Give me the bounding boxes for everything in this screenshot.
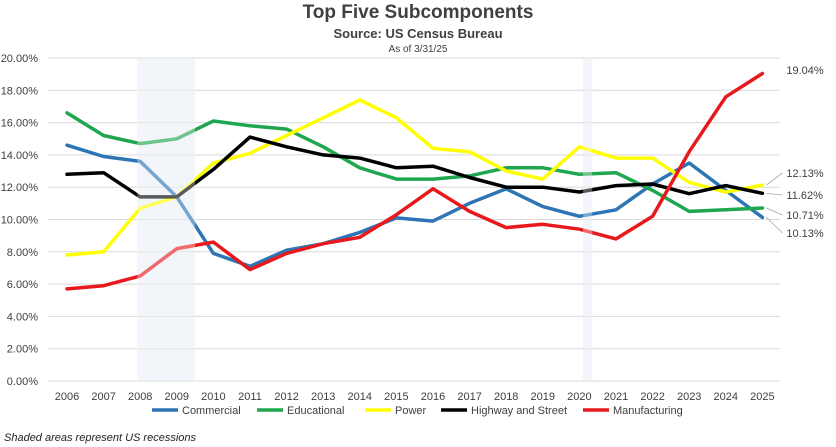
y-tick-label: 0.00% (7, 376, 38, 388)
legend-label: Power (395, 405, 427, 417)
y-tick-label: 18.00% (1, 85, 39, 97)
legend-label: Educational (287, 405, 345, 417)
x-tick-label: 2011 (238, 391, 262, 403)
x-tick-label: 2022 (640, 391, 664, 403)
y-tick-label: 14.00% (1, 150, 39, 162)
y-tick-label: 20.00% (1, 53, 39, 65)
end-label-leader (766, 192, 783, 196)
end-label: 10.13% (786, 228, 824, 240)
series-line-highway-and-street (65, 135, 765, 199)
y-tick-label: 4.00% (7, 311, 38, 323)
x-tick-label: 2014 (348, 391, 372, 403)
legend-label: Manufacturing (613, 405, 683, 417)
x-tick-label: 2008 (128, 391, 152, 403)
y-tick-label: 16.00% (1, 118, 39, 130)
end-label: 10.71% (786, 210, 824, 222)
x-tick-label: 2016 (421, 391, 445, 403)
y-tick-label: 8.00% (7, 247, 38, 259)
recession-overlay-0 (137, 58, 196, 381)
x-tick-label: 2019 (531, 391, 555, 403)
x-tick-label: 2020 (567, 391, 591, 403)
x-tick-label: 2025 (750, 391, 774, 403)
x-tick-label: 2013 (311, 391, 335, 403)
y-tick-label: 6.00% (7, 279, 38, 291)
y-tick-label: 12.00% (1, 182, 39, 194)
x-tick-label: 2015 (384, 391, 408, 403)
line-chart: 0.00% 2.00% 4.00% 6.00% 8.00% 10.00% 12.00% 14.… (1, 53, 824, 417)
x-tick-label: 2021 (604, 391, 628, 403)
end-label: 12.13% (786, 168, 824, 180)
x-tick-label: 2009 (165, 391, 189, 403)
legend-label: Commercial (182, 405, 241, 417)
x-tick-label: 2018 (494, 391, 518, 403)
end-label: 11.62% (786, 190, 823, 202)
x-tick-label: 2012 (274, 391, 298, 403)
recession-footnote: Shaded areas represent US recessions (4, 432, 196, 444)
x-tick-label: 2017 (457, 391, 481, 403)
y-tick-label: 2.00% (7, 344, 38, 356)
series-line-manufacturing (65, 71, 765, 291)
x-tick-label: 2024 (714, 391, 738, 403)
x-tick-label: 2023 (677, 391, 701, 403)
end-label: 19.04% (786, 65, 824, 77)
series-line-educational (65, 111, 765, 214)
x-tick-label: 2010 (201, 391, 225, 403)
recession-overlay-1 (583, 58, 593, 381)
chart-title: Top Five Subcomponents (302, 2, 534, 23)
x-tick-label: 2007 (91, 391, 115, 403)
chart-subtitle: Source: US Census Bureau (333, 26, 503, 41)
end-label-leader (766, 172, 783, 186)
x-tick-label: 2006 (55, 391, 79, 403)
end-label-leader (766, 217, 783, 234)
legend-label: Highway and Street (471, 405, 567, 417)
end-label-leader (766, 207, 783, 216)
chart-as-of-note: As of 3/31/25 (388, 44, 448, 55)
y-tick-label: 10.00% (1, 215, 39, 227)
